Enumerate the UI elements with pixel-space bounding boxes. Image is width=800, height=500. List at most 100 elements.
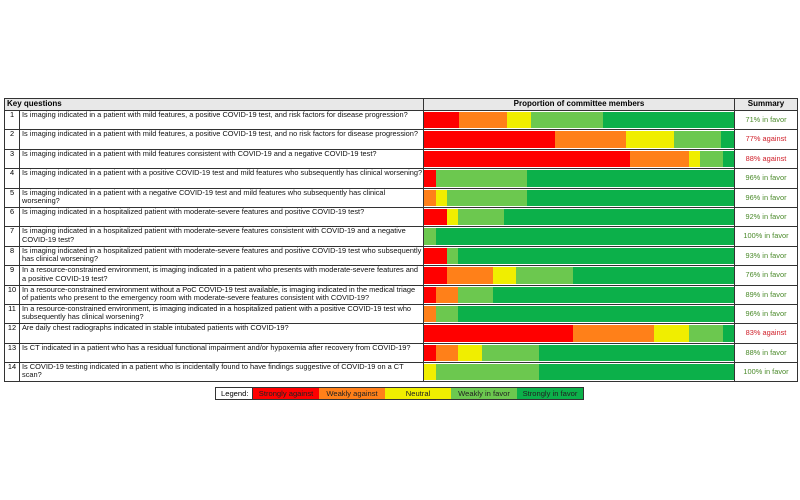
- header-key-questions: Key questions: [4, 98, 424, 111]
- table-row: 2 Is imaging indicated in a patient with …: [4, 129, 798, 150]
- question-text: Is imaging indicated in a patient with m…: [19, 148, 424, 170]
- proportion-cell: [423, 342, 735, 364]
- bar-segment-weakly-in-favor: [531, 112, 603, 129]
- bar-segment-weakly-in-favor: [458, 208, 504, 226]
- summary-value: 96% in favor: [734, 187, 798, 208]
- bar-segment-strongly-in-favor: [572, 267, 734, 284]
- header-proportion: Proportion of committee members: [423, 98, 735, 111]
- table-row: 12 Are daily chest radiographs indicated …: [4, 323, 798, 344]
- stacked-bar: [424, 228, 734, 245]
- stacked-bar: [424, 112, 734, 129]
- proportion-cell: [423, 284, 735, 305]
- stacked-bar: [424, 189, 734, 206]
- bar-segment-weakly-in-favor: [674, 131, 722, 148]
- bar-segment-weakly-against: [572, 325, 655, 342]
- bar-segment-strongly-in-favor: [526, 189, 734, 206]
- summary-value: 100% in favor: [734, 226, 798, 247]
- table-row: 11 In a resource-constrained environment,…: [4, 303, 798, 325]
- bar-segment-weakly-against: [630, 150, 689, 168]
- proportion-cell: [423, 129, 735, 150]
- bar-segment-weakly-in-favor: [515, 267, 573, 284]
- bar-segment-weakly-in-favor: [435, 170, 528, 187]
- bar-segment-weakly-against: [446, 267, 493, 284]
- proportion-cell: [423, 148, 735, 170]
- summary-value: 96% in favor: [734, 168, 798, 189]
- stacked-bar: [424, 325, 734, 342]
- bar-segment-weakly-in-favor: [458, 286, 493, 303]
- proportion-cell: [423, 323, 735, 344]
- summary-value: 88% against: [734, 148, 798, 170]
- question-number: 1: [4, 109, 20, 131]
- table-row: 10 In a resource-constrained environment …: [4, 284, 798, 305]
- table-row: 5 Is imaging indicated in a patient with …: [4, 187, 798, 208]
- summary-value: 92% in favor: [734, 206, 798, 228]
- bar-segment-strongly-in-favor: [602, 112, 734, 129]
- bar-segment-weakly-in-favor: [435, 305, 459, 323]
- question-number: 11: [4, 303, 20, 325]
- bar-segment-strongly-against: [424, 170, 436, 187]
- question-number: 14: [4, 362, 20, 383]
- summary-value: 96% in favor: [734, 303, 798, 325]
- question-text: In a resource-constrained environment, i…: [19, 265, 424, 286]
- stacked-bar: [424, 305, 734, 323]
- table-row: 9 In a resource-constrained environment, …: [4, 265, 798, 286]
- bar-segment-weakly-against: [435, 344, 459, 362]
- question-text: Is imaging indicated in a patient with a…: [19, 187, 424, 208]
- proportion-cell: [423, 265, 735, 286]
- bar-segment-weakly-against: [435, 286, 459, 303]
- table-row: 6 Is imaging indicated in a hospitalized …: [4, 206, 798, 228]
- question-number: 5: [4, 187, 20, 208]
- stacked-bar: [424, 170, 734, 187]
- summary-value: 100% in favor: [734, 362, 798, 383]
- question-text: Is COVID-19 testing indicated in a patie…: [19, 362, 424, 383]
- question-number: 7: [4, 226, 20, 247]
- stacked-bar: [424, 208, 734, 226]
- proportion-cell: [423, 226, 735, 247]
- proportion-cell: [423, 245, 735, 267]
- bar-segment-strongly-in-favor: [492, 286, 734, 303]
- bar-segment-strongly-in-favor: [538, 364, 734, 381]
- question-text: Is imaging indicated in a patient with m…: [19, 129, 424, 150]
- bar-segment-strongly-in-favor: [722, 150, 734, 168]
- question-number: 2: [4, 129, 20, 150]
- proportion-cell: [423, 206, 735, 228]
- summary-value: 83% against: [734, 323, 798, 344]
- summary-value: 89% in favor: [734, 284, 798, 305]
- legend-item: Strongly in favor: [517, 388, 583, 399]
- question-text: In a resource-constrained environment, i…: [19, 303, 424, 325]
- stacked-bar: [424, 150, 734, 168]
- bar-segment-neutral: [492, 267, 516, 284]
- bar-segment-weakly-in-favor: [446, 189, 527, 206]
- bar-segment-strongly-in-favor: [527, 170, 734, 187]
- proportion-cell: [423, 362, 735, 383]
- question-text: In a resource-constrained environment wi…: [19, 284, 424, 305]
- bar-segment-weakly-in-favor: [699, 150, 723, 168]
- legend-item: Weakly in favor: [451, 388, 517, 399]
- bar-segment-neutral: [446, 208, 459, 226]
- question-text: Is imaging indicated in a patient with m…: [19, 109, 424, 131]
- bar-segment-weakly-in-favor: [435, 364, 539, 381]
- proportion-cell: [423, 109, 735, 131]
- bar-segment-strongly-against: [424, 247, 447, 265]
- stacked-bar: [424, 286, 734, 303]
- stacked-bar: [424, 364, 734, 381]
- question-number: 10: [4, 284, 20, 305]
- bar-segment-strongly-against: [424, 131, 556, 148]
- bar-segment-strongly-against: [424, 267, 447, 284]
- bar-segment-strongly-against: [424, 286, 436, 303]
- bar-segment-neutral: [688, 150, 700, 168]
- bar-segment-neutral: [507, 112, 532, 129]
- stacked-bar: [424, 267, 734, 284]
- legend-label: Legend:: [216, 388, 253, 399]
- bar-segment-weakly-against: [424, 305, 436, 323]
- bar-segment-neutral: [424, 364, 436, 381]
- bar-segment-weakly-against: [424, 189, 436, 206]
- proportion-cell: [423, 303, 735, 325]
- question-text: Is imaging indicated in a hospitalized p…: [19, 206, 424, 228]
- table-row: 1 Is imaging indicated in a patient with …: [4, 109, 798, 131]
- committee-table: Key questions Proportion of committee me…: [4, 98, 798, 383]
- legend-item: Neutral: [385, 388, 451, 399]
- summary-value: 77% against: [734, 129, 798, 150]
- summary-value: 88% in favor: [734, 342, 798, 364]
- proportion-cell: [423, 187, 735, 208]
